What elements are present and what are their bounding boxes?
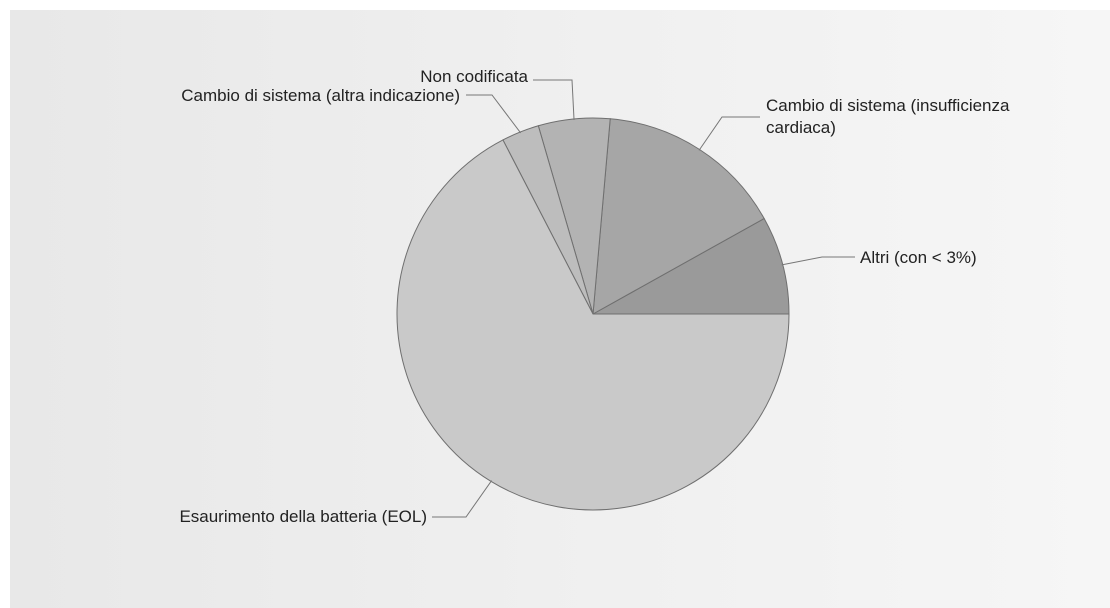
leader-line-cambio-di-sistema-altra-indicazione xyxy=(466,94,522,134)
leader-line-esaurimento-della-batteria-eol xyxy=(432,480,493,518)
leader-line-cambio-di-sistema-insufficienza-cardiaca xyxy=(698,116,760,151)
leader-line-non-codificata xyxy=(533,79,575,120)
slice-label-altri-con-3: Altri (con < 3%) xyxy=(860,248,977,267)
slice-label-cambio-di-sistema-insufficienza-cardiaca: Cambio di sistema (insufficienza cardiaca… xyxy=(766,96,1010,137)
leader-line-altri-con-3 xyxy=(781,256,855,266)
slice-label-esaurimento-della-batteria-eol: Esaurimento della batteria (EOL) xyxy=(179,507,427,526)
slice-label-cambio-di-sistema-altra-indicazione: Cambio di sistema (altra indicazione) xyxy=(181,86,460,105)
slice-label-non-codificata: Non codificata xyxy=(420,67,528,86)
